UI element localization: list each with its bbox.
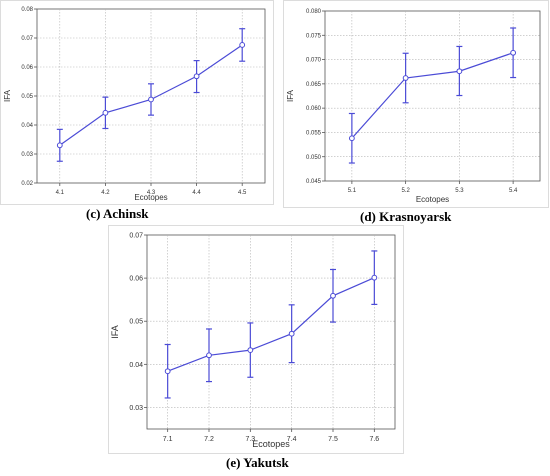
y-tick-label: 0.04 bbox=[129, 362, 143, 369]
y-tick-label: 0.03 bbox=[21, 152, 33, 158]
caption-achinsk: (c) Achinsk bbox=[86, 206, 149, 221]
y-tick-label: 0.02 bbox=[21, 181, 33, 187]
x-tick-label: 5.4 bbox=[509, 188, 518, 194]
plot-area bbox=[146, 234, 396, 430]
x-tick-label: 4.1 bbox=[56, 190, 65, 196]
data-point bbox=[348, 135, 355, 142]
y-tick-label: 0.080 bbox=[306, 9, 322, 15]
x-axis-label: Ecotopes bbox=[134, 193, 167, 202]
chart-krasnoyarsk: 0.045 0.050 0.055 0.060 0.065 0.070 0.075 0.080… bbox=[286, 9, 541, 204]
x-tick-label: 5.3 bbox=[455, 188, 464, 194]
x-axis-label: Ecotopes bbox=[416, 195, 449, 204]
y-tick-label: 0.05 bbox=[129, 319, 143, 326]
x-tick-label: 4.3 bbox=[147, 190, 156, 196]
chart-panel-krasnoyarsk: 0.045 0.050 0.055 0.060 0.065 0.070 0.075 0.080… bbox=[283, 0, 549, 208]
y-tick-label: 0.06 bbox=[21, 65, 33, 71]
y-tick-label: 0.045 bbox=[306, 179, 322, 185]
chart-panel-achinsk: 0.02 0.03 0.04 0.05 0.06 0.07 0.08 4.1 4.2 4.3 4.4… bbox=[0, 0, 274, 205]
data-point bbox=[206, 352, 212, 359]
y-axis-label: IFA bbox=[286, 89, 295, 102]
y-tick-label: 0.070 bbox=[306, 58, 322, 64]
x-tick-label: 7.5 bbox=[328, 436, 338, 443]
y-tick-label: 0.065 bbox=[306, 82, 322, 88]
x-axis-label: Ecotopes bbox=[252, 439, 290, 449]
caption-yakutsk: (e) Yakutsk bbox=[226, 455, 289, 470]
x-tick-label: 4.5 bbox=[238, 190, 247, 196]
x-tick-label: 4.4 bbox=[192, 190, 201, 196]
y-tick-label: 0.05 bbox=[21, 94, 33, 100]
data-point bbox=[239, 42, 246, 48]
x-tick-label: 7.1 bbox=[163, 436, 173, 443]
data-point bbox=[510, 49, 517, 56]
y-tick-label: 0.07 bbox=[21, 36, 33, 42]
data-point bbox=[193, 73, 200, 80]
y-tick-label: 0.03 bbox=[129, 405, 143, 412]
y-tick-label: 0.075 bbox=[306, 33, 322, 39]
y-tick-label: 0.050 bbox=[306, 155, 322, 161]
y-axis-label: IFA bbox=[3, 89, 12, 102]
data-point bbox=[102, 109, 109, 116]
data-point bbox=[164, 368, 171, 375]
y-tick-label: 0.06 bbox=[129, 276, 143, 283]
data-point bbox=[402, 75, 409, 81]
plot-area bbox=[324, 10, 541, 182]
y-axis-label: IFA bbox=[110, 325, 120, 339]
x-tick-label: 4.2 bbox=[101, 190, 110, 196]
data-point bbox=[371, 274, 378, 281]
y-tick-label: 0.060 bbox=[306, 106, 322, 112]
caption-krasnoyarsk: (d) Krasnoyarsk bbox=[360, 209, 452, 224]
chart-achinsk: 0.02 0.03 0.04 0.05 0.06 0.07 0.08 4.1 4.2 4.3 4.4… bbox=[3, 7, 266, 202]
data-point bbox=[288, 330, 295, 337]
data-point bbox=[148, 96, 154, 103]
chart-yakutsk: 0.03 0.04 0.05 0.06 0.07 7.1 7.2 7.3 7.4 7.5 7.6 Ec… bbox=[110, 232, 396, 449]
chart-panel-yakutsk: 0.03 0.04 0.05 0.06 0.07 7.1 7.2 7.3 7.4 7.5 7.6 Ec… bbox=[108, 225, 404, 454]
x-tick-label: 7.3 bbox=[245, 436, 255, 443]
x-tick-label: 7.4 bbox=[287, 436, 297, 443]
data-point bbox=[56, 142, 63, 149]
x-tick-label: 7.6 bbox=[369, 436, 379, 443]
data-point bbox=[247, 347, 254, 354]
data-point bbox=[330, 292, 336, 299]
data-point bbox=[456, 68, 463, 75]
x-tick-label: 5.2 bbox=[401, 188, 410, 194]
series-line bbox=[351, 52, 514, 139]
x-tick-label: 5.1 bbox=[348, 188, 357, 194]
x-tick-label: 7.2 bbox=[204, 436, 214, 443]
series-line bbox=[167, 277, 375, 372]
y-tick-label: 0.07 bbox=[129, 232, 143, 239]
y-tick-label: 0.055 bbox=[306, 131, 322, 137]
y-tick-label: 0.08 bbox=[21, 7, 33, 13]
y-tick-label: 0.04 bbox=[21, 123, 33, 129]
